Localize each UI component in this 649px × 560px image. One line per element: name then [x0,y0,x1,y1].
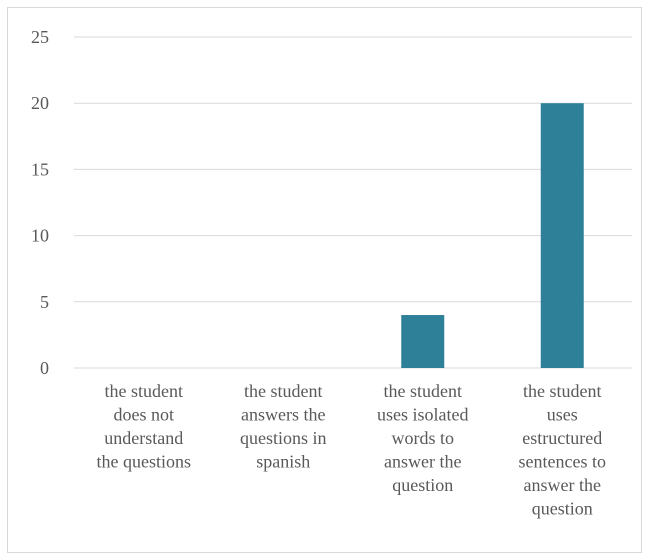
x-category-label-line: uses [547,405,578,425]
x-axis-category-labels: the student does not understand the questio… [97,381,606,519]
bars [401,103,584,368]
x-category-label-line: the student [384,381,463,401]
x-category-label-3: the student uses isolated words to answer t… [377,381,469,495]
x-category-label-line: answers the [241,405,325,425]
y-tick-label: 10 [31,226,49,246]
x-category-label-line: the student [105,381,184,401]
x-category-label-line: spanish [256,452,310,472]
gridlines [74,36,632,369]
x-category-label-line: question [532,499,593,519]
bar-3 [401,315,445,368]
x-category-label-line: uses isolated [377,405,469,425]
y-tick-label: 15 [31,159,49,179]
x-category-label-line: the student [244,381,323,401]
x-category-label-1: the student does not understand the questio… [97,381,192,472]
y-tick-label: 0 [40,358,49,378]
x-category-label-line: the questions [97,452,192,472]
x-category-label-line: question [392,475,453,495]
x-category-label-line: the student [523,381,602,401]
x-category-label-line: understand [104,428,183,448]
x-category-label-line: answer the [524,475,601,495]
y-axis-ticks: 0 5 10 15 20 25 [31,27,49,378]
bar-4 [540,103,584,368]
x-category-label-line: estructured [522,428,602,448]
x-category-label-line: does not [114,405,175,425]
x-category-label-line: sentences to [519,452,606,472]
y-tick-label: 5 [40,292,49,312]
x-category-label-2: the student answers the questions in spanis… [240,381,327,472]
x-category-label-line: questions in [240,428,327,448]
chart-frame [7,7,642,553]
y-tick-label: 25 [31,27,49,47]
x-category-label-line: answer the [384,452,461,472]
x-category-label-line: words to [392,428,455,448]
x-category-label-4: the student uses estructured sentences to an… [519,381,606,519]
y-tick-label: 20 [31,93,49,113]
